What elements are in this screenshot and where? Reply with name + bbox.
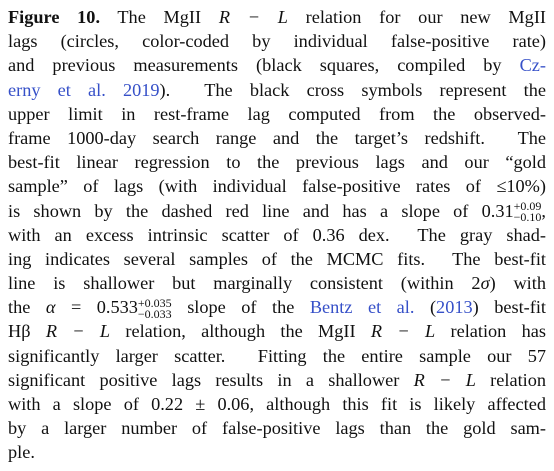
text: α (45, 297, 56, 318)
text: upper limit in rest-frame lag computed f… (8, 103, 546, 124)
text: relation has (435, 321, 546, 342)
text-line: best-fit linear regression to the previo… (8, 150, 546, 174)
text: is shown by the dashed red line and has … (8, 200, 514, 221)
text-line: ing indicates several samples of the MCM… (8, 247, 546, 271)
text: slope of the (171, 297, 310, 318)
text: , (541, 200, 546, 221)
text: ). The black cross symbols represent the (159, 79, 546, 100)
text: = 0.533 (55, 297, 138, 318)
text: ) with (489, 273, 546, 294)
text-line: and previous measurements (black squares… (8, 53, 546, 77)
citation-link[interactable]: erny et al. 2019 (8, 79, 160, 100)
text-line: ple. (8, 440, 546, 464)
text-line: Figure 10. The MgII R − L relation for o… (8, 5, 546, 29)
text-line: line is shallower but marginally consist… (8, 271, 546, 295)
text: the (8, 297, 46, 318)
text: ) best-fit (472, 297, 546, 318)
text: with a slope of 0.22 ± 0.06, although th… (8, 394, 546, 414)
text: R − L (370, 321, 436, 342)
text: σ (480, 273, 490, 294)
sup-sub: +0.09 −0.10 (513, 199, 542, 225)
text-line: erny et al. 2019). The black cross symbo… (8, 78, 546, 102)
text-line: frame 1000-day search range and the targ… (8, 126, 546, 150)
text-line: is shown by the dashed red line and has … (8, 199, 546, 223)
text: significant positive lags results in a s… (8, 369, 414, 390)
text: by a larger number of false-positive lag… (8, 418, 546, 439)
text-line: Hβ R − L relation, although the MgII R −… (8, 319, 546, 343)
text: best-fit linear regression to the previo… (8, 152, 546, 173)
text-line: with an excess intrinsic scatter of 0.36… (8, 223, 546, 247)
text: The MgII (100, 7, 219, 27)
text: Figure 10. (8, 7, 101, 27)
text: Hβ (8, 321, 46, 342)
text-line: by a larger number of false-positive lag… (8, 416, 546, 440)
text: significantly larger scatter. Fitting th… (8, 345, 546, 366)
text-line: significant positive lags results in a s… (8, 368, 546, 392)
text: and previous measurements (black squares… (8, 55, 520, 76)
citation-link[interactable]: Cz- (519, 55, 546, 76)
text-line: upper limit in rest-frame lag computed f… (8, 102, 546, 126)
text: relation for our new MgII (287, 7, 547, 27)
subscript: −0.033 (137, 307, 172, 322)
text-line: sample” of lags (with individual false-p… (8, 174, 546, 198)
text: R − L (45, 321, 111, 342)
citation-link[interactable]: Bentz et al. (309, 297, 415, 318)
text: line is shallower but marginally consist… (8, 273, 481, 294)
text: R − L (218, 7, 288, 27)
text: with an excess intrinsic scatter of 0.36… (8, 224, 546, 245)
text-line: the α = 0.533 +0.035 −0.033 slope of the B… (8, 295, 546, 322)
text: frame 1000-day search range and the targ… (8, 127, 546, 148)
text: sample” of lags (with individual false-p… (8, 176, 546, 197)
superscript: +0.09 (513, 199, 542, 214)
text-line: lags (circles, color-coded by individual… (8, 29, 546, 53)
text: ing indicates several samples of the MCM… (8, 248, 546, 269)
text: lags (circles, color-coded by individual… (8, 31, 546, 52)
text-line: significantly larger scatter. Fitting th… (8, 344, 546, 368)
text: ( (414, 297, 437, 318)
superscript: +0.035 (137, 296, 172, 311)
subscript: −0.10 (513, 210, 542, 225)
text: ple. (8, 442, 35, 463)
sup-sub: +0.035 −0.033 (137, 296, 172, 322)
text: relation (475, 369, 547, 390)
text: relation, although the MgII (110, 321, 371, 342)
text: R − L (413, 369, 476, 390)
citation-link[interactable]: 2013 (436, 297, 473, 318)
text-line: with a slope of 0.22 ± 0.06, although th… (8, 392, 546, 416)
